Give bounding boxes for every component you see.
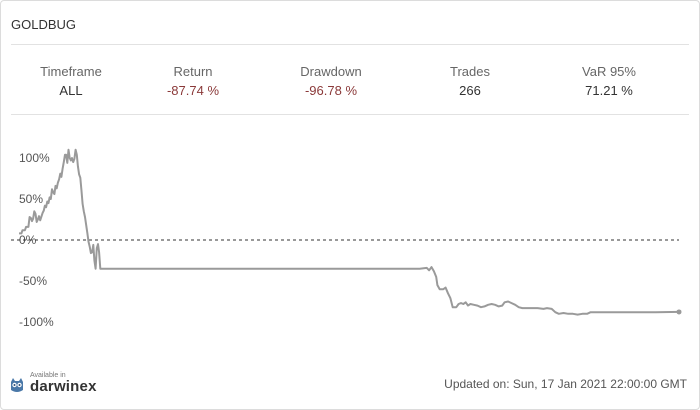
y-tick-label: 0% [19,233,37,247]
last-point-marker [676,309,682,315]
darwinex-owl-icon [11,378,23,392]
stat-timeframe: Timeframe ALL [1,64,141,98]
stat-return: Return -87.74 % [123,64,263,98]
y-tick-label: 100% [19,151,50,165]
logo-caption: Available in [30,372,66,379]
logo-wordmark: darwinex [30,378,97,395]
darwinex-logo[interactable]: Available in darwinex [9,372,119,398]
stat-value: -87.74 % [166,83,220,98]
stats-row: Timeframe ALL Return -87.74 % Drawdown -… [1,64,699,104]
stat-value: ALL [59,83,83,98]
stat-value: 71.21 % [585,83,633,98]
y-tick-label: 50% [19,192,43,206]
stat-drawdown: Drawdown -96.78 % [261,64,401,98]
stat-label: Trades [450,64,490,79]
y-tick-label: -50% [19,274,47,288]
stat-label: VaR 95% [582,64,636,79]
stat-value: 266 [459,83,481,98]
stat-label: Return [173,64,213,79]
stat-label: Timeframe [40,64,102,79]
stat-label: Drawdown [300,64,362,79]
y-tick-label: -100% [19,315,54,329]
divider-top [11,44,689,45]
return-chart: 100% 50% 0% -50% -100% [11,148,682,329]
return-series-line [19,148,680,316]
stat-trades: Trades 266 [400,64,540,98]
stat-value: -96.78 % [304,83,358,98]
strategy-title: GOLDBUG [11,17,77,32]
updated-timestamp: Updated on: Sun, 17 Jan 2021 22:00:00 GM… [444,377,687,391]
stat-var: VaR 95% 71.21 % [539,64,679,98]
divider-bottom [11,114,689,115]
